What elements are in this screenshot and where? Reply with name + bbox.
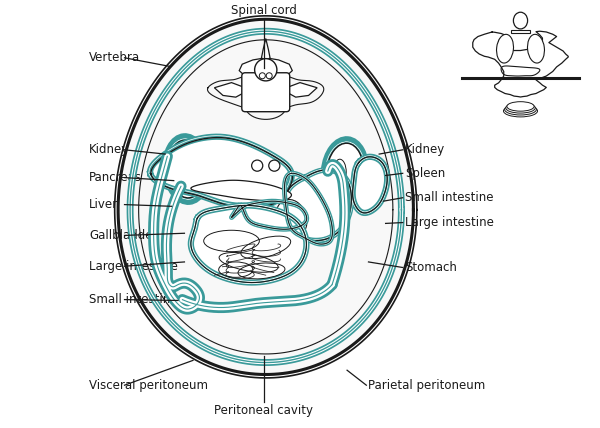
Text: Spleen: Spleen bbox=[405, 167, 445, 180]
Circle shape bbox=[212, 212, 221, 220]
Polygon shape bbox=[191, 205, 307, 282]
Polygon shape bbox=[239, 58, 292, 76]
Polygon shape bbox=[150, 137, 292, 206]
Ellipse shape bbox=[505, 104, 536, 115]
Ellipse shape bbox=[506, 103, 535, 113]
Polygon shape bbox=[501, 66, 540, 76]
Polygon shape bbox=[191, 180, 292, 202]
FancyBboxPatch shape bbox=[242, 73, 290, 112]
Text: Large intestine: Large intestine bbox=[89, 260, 178, 273]
Polygon shape bbox=[511, 30, 530, 33]
Text: Vertebra: Vertebra bbox=[89, 51, 140, 64]
Ellipse shape bbox=[326, 143, 363, 201]
Text: Parietal peritoneum: Parietal peritoneum bbox=[368, 379, 486, 392]
Circle shape bbox=[251, 160, 263, 171]
Text: Small intestine: Small intestine bbox=[89, 293, 178, 306]
Ellipse shape bbox=[507, 102, 534, 111]
Ellipse shape bbox=[185, 156, 198, 182]
Text: Visceral peritoneum: Visceral peritoneum bbox=[89, 379, 208, 392]
Polygon shape bbox=[262, 39, 270, 59]
Polygon shape bbox=[118, 19, 413, 374]
Polygon shape bbox=[214, 83, 245, 97]
Circle shape bbox=[514, 12, 527, 29]
Text: Pancreas: Pancreas bbox=[89, 171, 142, 184]
Text: Kidney: Kidney bbox=[405, 143, 445, 156]
Text: Gallbladder: Gallbladder bbox=[89, 229, 157, 242]
Text: Peritoneal cavity: Peritoneal cavity bbox=[214, 404, 313, 417]
Polygon shape bbox=[286, 83, 317, 97]
Circle shape bbox=[269, 160, 280, 171]
Polygon shape bbox=[353, 157, 387, 213]
Ellipse shape bbox=[219, 215, 232, 235]
Ellipse shape bbox=[503, 105, 538, 117]
Text: Spinal cord: Spinal cord bbox=[230, 4, 296, 17]
Ellipse shape bbox=[276, 199, 307, 237]
Text: Liver: Liver bbox=[89, 198, 118, 211]
Circle shape bbox=[254, 59, 277, 81]
Ellipse shape bbox=[168, 140, 205, 198]
Ellipse shape bbox=[334, 159, 346, 185]
Text: Stomach: Stomach bbox=[405, 261, 457, 274]
Circle shape bbox=[217, 225, 225, 233]
Ellipse shape bbox=[497, 34, 514, 63]
Text: Small intestine: Small intestine bbox=[405, 191, 493, 204]
Polygon shape bbox=[284, 170, 352, 241]
Text: Kidney: Kidney bbox=[89, 143, 129, 156]
Ellipse shape bbox=[267, 226, 301, 252]
Ellipse shape bbox=[527, 34, 544, 63]
Circle shape bbox=[259, 73, 265, 79]
Circle shape bbox=[266, 73, 272, 79]
Text: Large intestine: Large intestine bbox=[405, 216, 494, 229]
